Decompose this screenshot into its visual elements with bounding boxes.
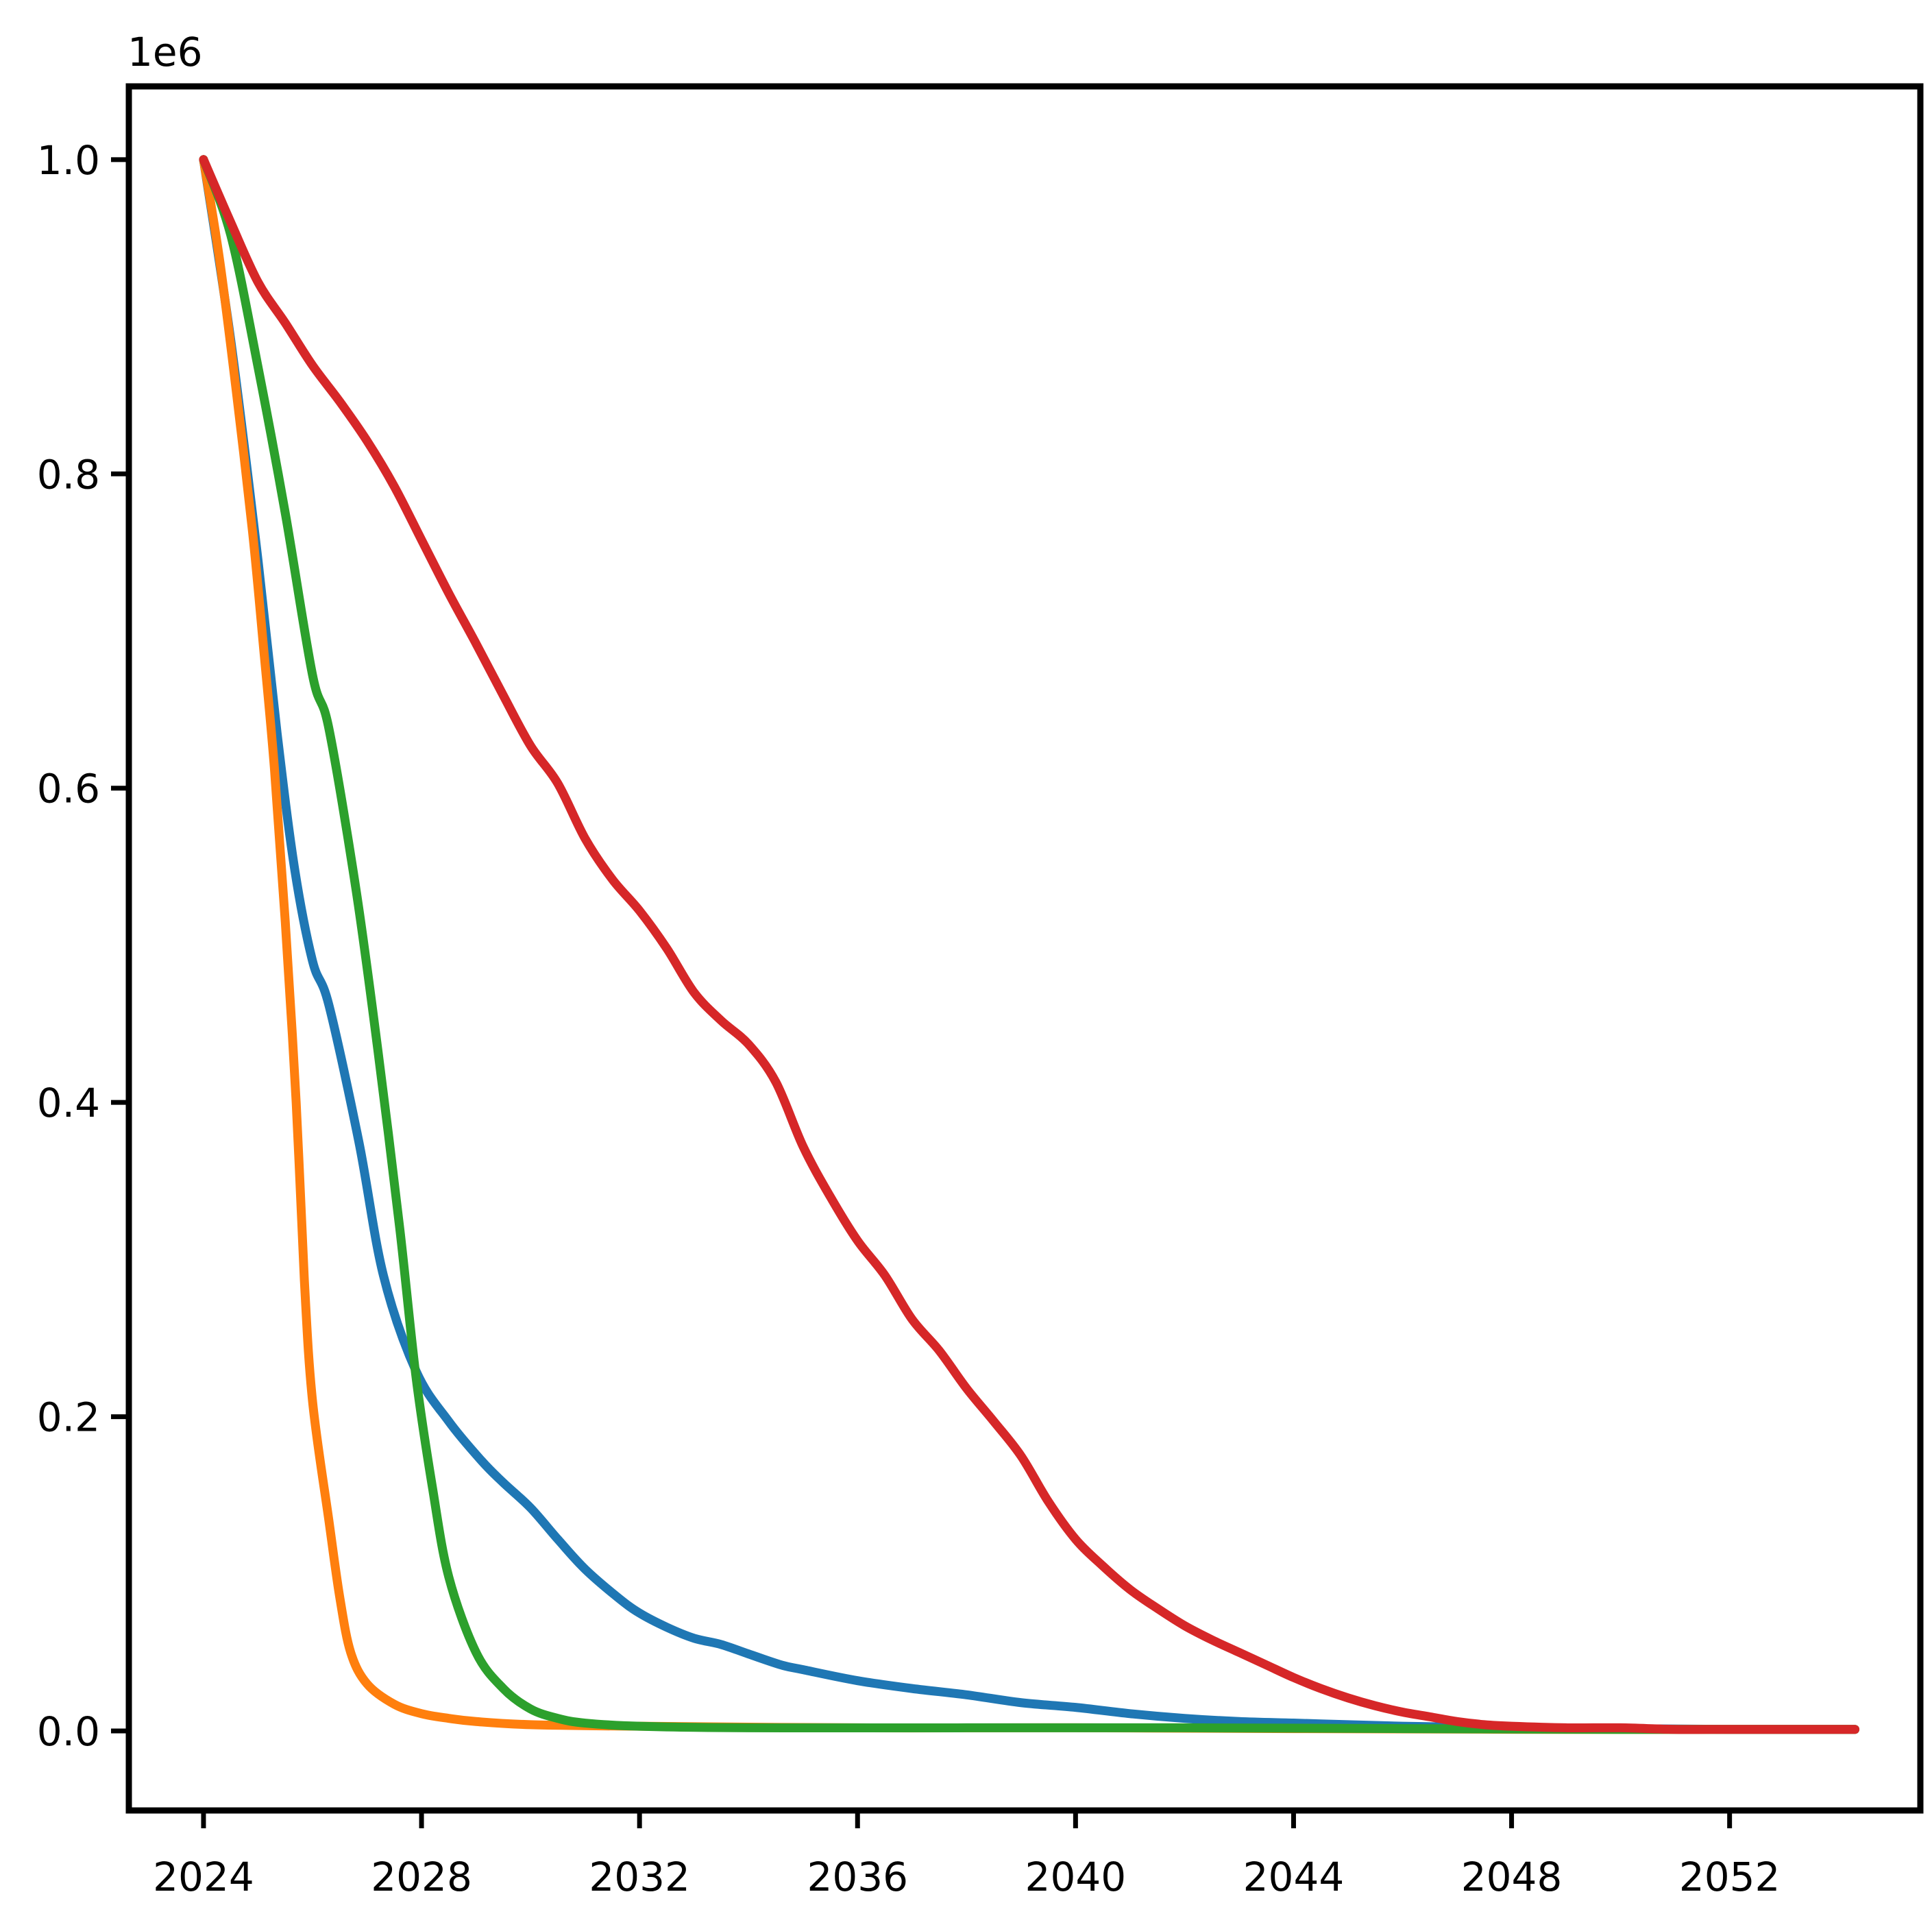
- series-red-line: [199, 155, 1860, 1734]
- x-tick-label: 2032: [589, 1854, 690, 1900]
- series-group: [199, 155, 1860, 1734]
- plot-area: [129, 86, 1920, 1810]
- y-tick-label: 0.4: [37, 1080, 100, 1126]
- x-tick-label: 2052: [1679, 1854, 1781, 1900]
- y-tick-label: 0.2: [37, 1394, 100, 1441]
- y-tick-label: 0.6: [37, 766, 100, 812]
- x-tick-label: 2044: [1243, 1854, 1345, 1900]
- x-tick-label: 2036: [807, 1854, 908, 1900]
- y-axis-offset-label: 1e6: [127, 29, 203, 75]
- x-tick-label: 2028: [371, 1854, 472, 1900]
- y-tick-label: 1.0: [37, 137, 100, 184]
- y-tick-label: 0.0: [37, 1708, 100, 1755]
- axes-spines: [125, 83, 1924, 1814]
- x-tick-label: 2024: [153, 1854, 254, 1900]
- series-green-line: [199, 155, 1860, 1734]
- x-tick-label: 2040: [1025, 1854, 1127, 1900]
- y-tick-label: 0.8: [37, 451, 100, 498]
- axes-group: 2024 2028 2032 2036 2040 2044 2048 2052 0.0 0.2 0.…: [37, 137, 1781, 1900]
- x-tick-label: 2048: [1461, 1854, 1563, 1900]
